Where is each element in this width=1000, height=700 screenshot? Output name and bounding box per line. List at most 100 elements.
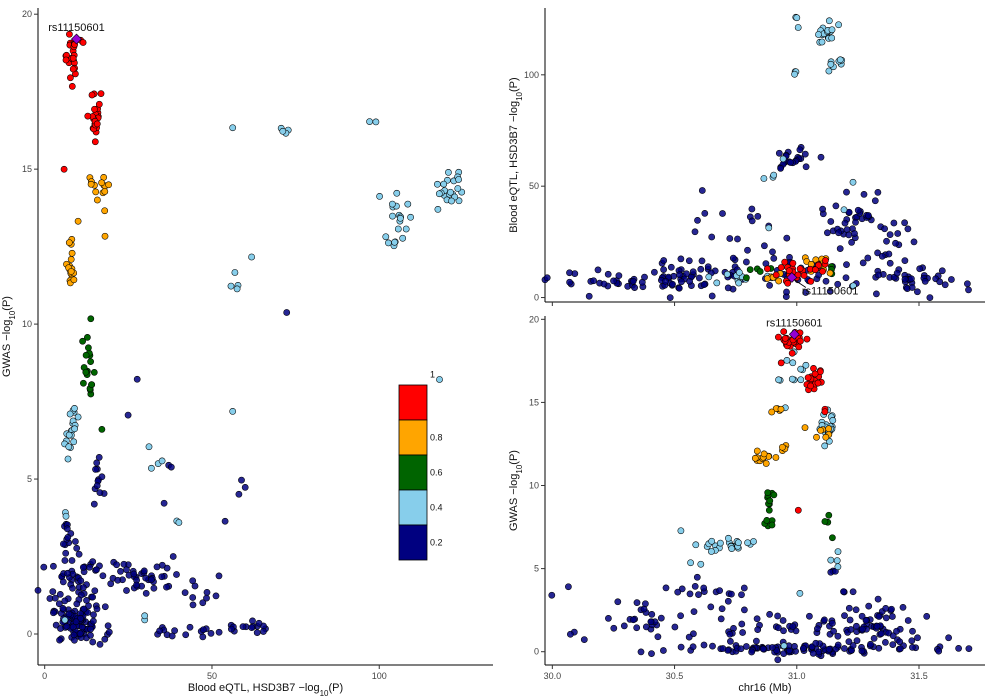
data-point-r2-0-4 — [835, 21, 842, 29]
data-point-r2-0-2 — [567, 630, 574, 638]
y-tick-label: 100 — [524, 70, 539, 80]
data-point-r2-0-4 — [229, 408, 237, 415]
data-point-r2-0-2 — [852, 606, 860, 614]
data-point-r2-0-8 — [70, 276, 78, 284]
data-point-r2-0-2 — [843, 261, 850, 268]
data-point-r2-0-2 — [691, 583, 699, 590]
data-point-r2-0-2 — [168, 632, 176, 640]
data-point-r2-0-2 — [660, 266, 667, 273]
y-tick-label: 15 — [22, 164, 32, 174]
data-point-r2-0-2 — [832, 202, 840, 210]
data-point-r2-0-4 — [436, 376, 443, 383]
data-point-r2-0-2 — [685, 633, 693, 641]
x-axis-title: Blood eQTL, HSD3B7 −log10(P) — [188, 682, 343, 698]
data-point-r2-0-2 — [892, 239, 899, 247]
data-point-r2-0-2 — [821, 616, 828, 624]
data-point-r2-0-2 — [704, 263, 712, 271]
data-point-r2-0-2 — [140, 567, 148, 575]
data-point-r2-0-8 — [775, 277, 783, 285]
data-point-r2-0-6 — [82, 368, 90, 376]
data-point-r2-0-2 — [59, 605, 67, 612]
y-tick-label: 5 — [27, 474, 32, 484]
data-point-r2-0-2 — [849, 642, 857, 649]
data-point-r2-0-4 — [385, 239, 392, 247]
data-point-r2-0-2 — [651, 268, 658, 276]
data-point-r2-0-2 — [921, 278, 929, 285]
data-point-r2-0-4 — [834, 548, 842, 555]
data-point-r2-0-4 — [849, 178, 857, 186]
data-point-r2-0-2 — [667, 263, 675, 271]
data-point-r2-0-6 — [766, 497, 774, 505]
data-point-r2-0-2 — [707, 603, 715, 611]
data-point-r2-0-2 — [50, 562, 57, 570]
data-point-r2-0-2 — [80, 605, 88, 613]
data-point-r2-0-2 — [768, 644, 776, 651]
data-point-r2-0-2 — [676, 271, 683, 279]
data-point-r2-1 — [69, 54, 77, 62]
data-point-r2-0-2 — [893, 269, 901, 277]
data-point-r2-0-2 — [543, 274, 551, 282]
data-point-r2-0-2 — [678, 278, 685, 286]
data-point-r2-0-2 — [871, 197, 879, 205]
data-point-r2-0-2 — [753, 615, 761, 623]
data-point-r2-0-4 — [765, 224, 773, 232]
data-point-r2-1 — [66, 30, 73, 38]
data-point-r2-1 — [794, 506, 802, 514]
data-point-r2-0-2 — [883, 237, 890, 245]
data-point-r2-0-2 — [890, 219, 898, 227]
data-point-r2-0-2 — [889, 632, 897, 640]
data-point-r2-0-2 — [948, 276, 955, 283]
data-point-r2-0-2 — [965, 286, 972, 294]
data-point-r2-0-2 — [709, 642, 716, 650]
y-axis-title: Blood eQTL, HSD3B7 −log10(P) — [508, 77, 524, 232]
data-point-r2-0-2 — [104, 622, 112, 630]
data-point-r2-1 — [789, 259, 797, 267]
data-point-r2-0-2 — [695, 591, 702, 598]
data-point-r2-0-2 — [65, 610, 73, 618]
data-point-r2-0-2 — [740, 584, 748, 592]
data-point-r2-0-2 — [916, 265, 924, 273]
data-point-r2-1 — [794, 271, 802, 279]
data-point-r2-0-2 — [842, 274, 850, 282]
data-point-r2-0-4 — [815, 31, 822, 38]
data-point-r2-0-2 — [926, 294, 934, 301]
data-point-r2-0-4 — [440, 180, 448, 188]
data-point-r2-0-2 — [248, 624, 256, 631]
data-point-r2-0-2 — [629, 277, 637, 285]
data-point-r2-0-2 — [123, 587, 130, 594]
data-point-r2-0-2 — [675, 284, 683, 292]
data-point-r2-0-2 — [647, 618, 655, 626]
data-point-r2-0-2 — [637, 648, 645, 656]
data-point-r2-0-2 — [744, 246, 751, 254]
data-point-r2-1 — [88, 91, 96, 99]
data-point-r2-0-2 — [255, 619, 263, 627]
data-point-r2-0-6 — [770, 491, 778, 499]
data-point-r2-0-6 — [79, 337, 86, 345]
data-point-r2-0-2 — [825, 645, 833, 653]
data-point-r2-0-4 — [770, 171, 778, 179]
data-point-r2-0-2 — [68, 557, 76, 564]
data-point-r2-0-4 — [828, 34, 836, 42]
data-point-r2-0-4 — [65, 431, 73, 439]
data-point-r2-0-4 — [65, 443, 73, 451]
data-point-r2-0-2 — [753, 637, 760, 645]
data-point-r2-0-4 — [455, 197, 463, 205]
data-point-r2-0-2 — [169, 553, 177, 560]
data-point-r2-0-2 — [923, 613, 931, 620]
data-point-r2-1 — [62, 56, 70, 64]
data-point-r2-0-2 — [689, 643, 697, 651]
data-point-r2-0-2 — [775, 624, 782, 632]
data-point-r2-0-2 — [865, 212, 872, 219]
data-point-r2-0-4 — [141, 612, 149, 620]
data-point-r2-0-2 — [189, 577, 197, 585]
data-point-r2-1 — [60, 165, 68, 173]
data-point-r2-0-8 — [751, 454, 759, 462]
data-point-r2-0-2 — [696, 274, 703, 282]
data-point-r2-0-2 — [73, 600, 81, 608]
data-point-r2-0-4 — [148, 464, 155, 472]
data-point-r2-0-2 — [908, 637, 916, 645]
data-point-r2-0-8 — [74, 217, 82, 225]
data-point-r2-0-2 — [594, 266, 602, 274]
data-point-r2-1 — [93, 120, 101, 128]
data-point-r2-0-2 — [815, 648, 823, 656]
